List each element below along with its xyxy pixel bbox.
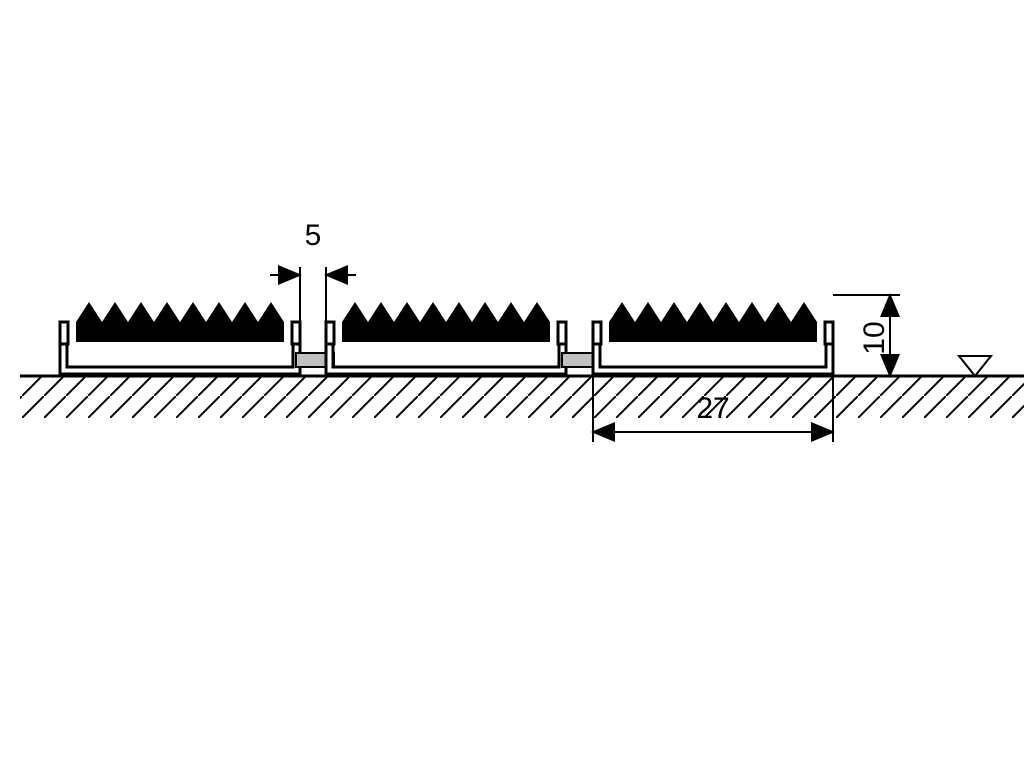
- dim-gap-label: 5: [305, 219, 322, 252]
- dim-width-label: 27: [696, 392, 729, 425]
- aluminum-channel: [60, 344, 300, 374]
- channel-lip-left: [593, 322, 601, 344]
- rubber-insert: [76, 302, 284, 342]
- level-marker-triangle: [959, 356, 991, 376]
- channel-lip-right: [558, 322, 566, 344]
- channel-lip-left: [326, 322, 334, 344]
- cross-section-diagram: 5 27 10: [0, 0, 1024, 768]
- profile-unit: [60, 302, 334, 374]
- channel-lip-left: [60, 322, 68, 344]
- profile-unit: [593, 302, 833, 374]
- dim-height-label: 10: [858, 321, 891, 354]
- profile-unit: [326, 302, 600, 374]
- rubber-insert: [342, 302, 550, 342]
- ground-hatching: [20, 376, 1024, 418]
- aluminum-channel: [326, 344, 566, 374]
- aluminum-channel: [593, 344, 833, 374]
- rubber-insert: [609, 302, 817, 342]
- channel-lip-right: [825, 322, 833, 344]
- channel-lip-right: [292, 322, 300, 344]
